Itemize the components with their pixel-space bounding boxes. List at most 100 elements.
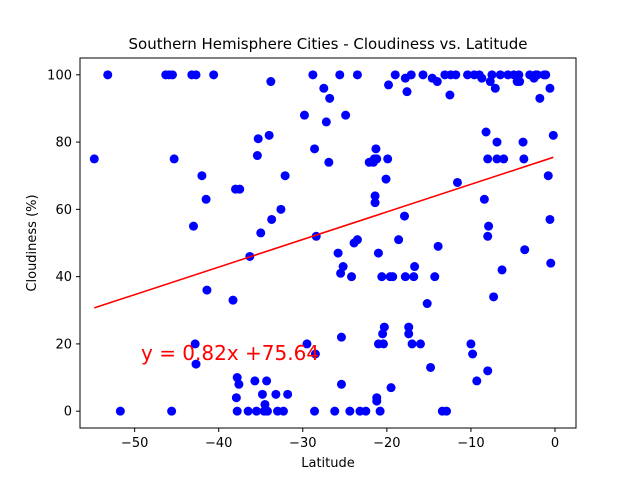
data-point: [492, 154, 502, 164]
data-point: [341, 110, 351, 120]
data-point: [191, 359, 201, 369]
data-point: [406, 70, 416, 80]
data-point: [379, 322, 389, 332]
data-point: [485, 77, 495, 87]
data-point: [372, 154, 382, 164]
data-point: [483, 366, 493, 376]
data-point: [335, 70, 345, 80]
data-point: [103, 70, 113, 80]
data-point: [188, 221, 198, 231]
y-tick-label: 80: [55, 136, 72, 151]
data-point: [407, 339, 417, 349]
data-point: [409, 272, 419, 282]
data-point: [347, 272, 357, 282]
data-point: [202, 285, 212, 295]
y-axis-label: Cloudiness (%): [25, 194, 40, 291]
data-point: [169, 154, 179, 164]
data-point: [232, 406, 242, 416]
data-point: [377, 272, 387, 282]
data-point: [319, 83, 329, 93]
data-point: [383, 154, 393, 164]
data-point: [384, 80, 394, 90]
y-tick-label: 100: [47, 68, 72, 83]
data-point: [541, 70, 551, 80]
data-point: [378, 339, 388, 349]
data-point: [267, 214, 277, 224]
data-point: [325, 93, 335, 103]
data-point: [308, 70, 318, 80]
data-point: [481, 127, 491, 137]
data-point: [262, 406, 272, 416]
data-point: [352, 70, 362, 80]
regression-layer: [94, 156, 554, 309]
data-point: [386, 383, 396, 393]
y-axis-ticks: 0 20 40 60 80 100: [47, 68, 80, 420]
x-tick-label: −30: [289, 436, 316, 451]
data-point: [400, 211, 409, 221]
x-tick-label: −10: [457, 436, 484, 451]
data-point: [535, 93, 545, 103]
data-point: [167, 70, 177, 80]
data-point: [378, 329, 388, 339]
data-point: [442, 406, 452, 416]
data-point: [231, 393, 241, 403]
data-point: [515, 77, 525, 87]
data-point: [264, 130, 274, 140]
data-point: [404, 322, 414, 332]
data-point: [252, 151, 262, 161]
data-point: [190, 339, 200, 349]
y-tick-label: 40: [55, 270, 72, 285]
data-point: [489, 292, 499, 302]
data-point: [499, 154, 509, 164]
data-point: [388, 272, 398, 282]
data-point: [452, 177, 462, 187]
data-point: [235, 184, 245, 194]
data-point: [232, 373, 242, 383]
data-point: [201, 194, 211, 204]
data-point: [228, 295, 238, 305]
data-point: [324, 157, 334, 167]
data-point: [234, 379, 244, 389]
data-point: [345, 406, 355, 416]
data-point: [415, 339, 425, 349]
data-point: [361, 406, 371, 416]
data-point: [490, 83, 500, 93]
data-point: [278, 406, 288, 416]
data-point: [276, 204, 286, 214]
data-point: [302, 339, 312, 349]
data-point: [477, 73, 487, 83]
data-point: [262, 376, 272, 386]
data-point: [468, 349, 478, 359]
chart-title: Southern Hemisphere Cities - Cloudiness …: [129, 35, 528, 53]
data-point: [514, 70, 524, 80]
data-point: [338, 262, 348, 272]
data-point: [404, 329, 414, 339]
data-point: [243, 406, 253, 416]
data-point: [432, 77, 442, 87]
data-point: [426, 362, 436, 372]
data-point: [283, 389, 293, 399]
data-point: [336, 332, 346, 342]
data-point: [257, 389, 267, 399]
data-point: [333, 248, 343, 258]
data-point: [253, 134, 263, 144]
data-point: [466, 339, 476, 349]
x-axis-label: Latitude: [301, 456, 355, 471]
points-layer: [89, 70, 558, 416]
data-point: [256, 228, 266, 238]
data-point: [375, 406, 385, 416]
regression-equation: y = 0.82x +75.64: [141, 341, 319, 365]
data-point: [310, 349, 320, 359]
data-point: [310, 144, 320, 154]
data-point: [545, 214, 555, 224]
data-point: [495, 70, 505, 80]
data-point: [252, 406, 262, 416]
regression-line: [94, 156, 554, 309]
data-point: [330, 406, 340, 416]
data-point: [445, 90, 455, 100]
data-point: [250, 376, 260, 386]
y-tick-label: 0: [64, 405, 72, 420]
data-point: [266, 77, 276, 87]
data-point: [394, 235, 404, 245]
data-point: [483, 231, 493, 241]
